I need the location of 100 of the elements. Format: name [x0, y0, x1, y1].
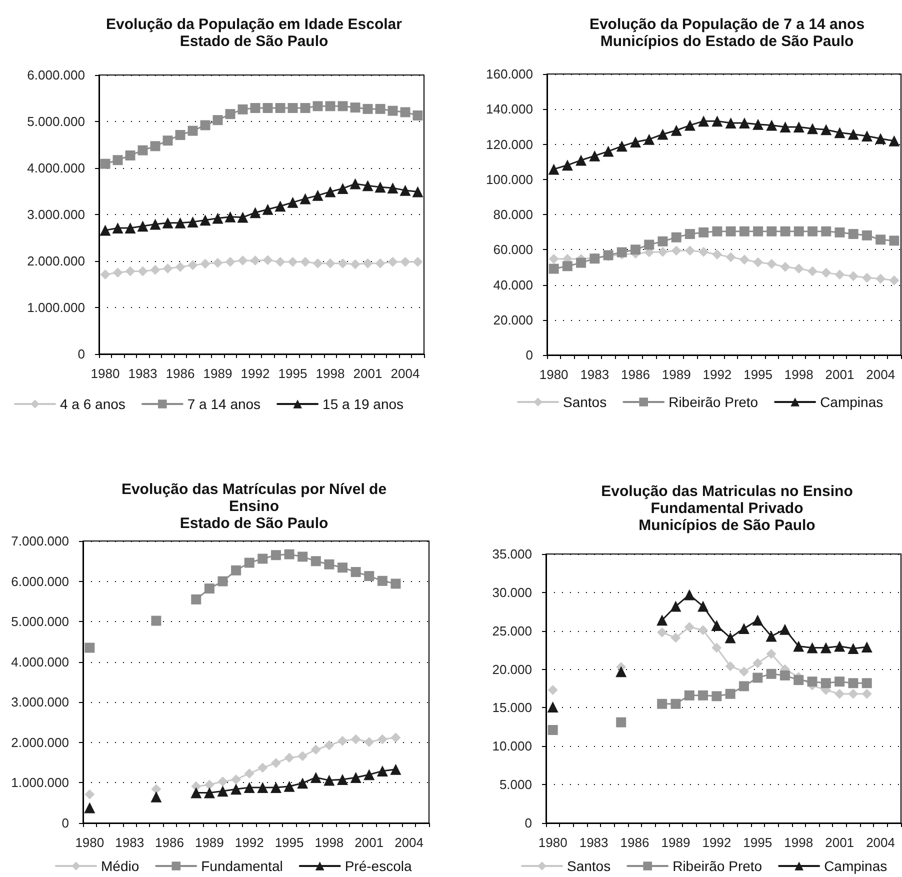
point [262, 103, 273, 114]
x-tick-label: 1995 [743, 835, 772, 850]
point [350, 259, 360, 270]
point [712, 691, 722, 702]
point [188, 126, 198, 136]
x-tick-label: 1986 [621, 367, 650, 382]
point [712, 226, 722, 236]
point [337, 774, 348, 785]
point [162, 136, 173, 146]
point [310, 556, 321, 566]
point [562, 160, 573, 171]
point [739, 226, 750, 236]
point [862, 230, 872, 240]
point [698, 600, 709, 612]
point [616, 247, 627, 258]
point [262, 204, 274, 215]
point [188, 260, 198, 270]
point [200, 120, 210, 130]
y-tick-label: 3.000.000 [27, 207, 85, 222]
point [412, 186, 424, 198]
point [725, 661, 736, 672]
point [338, 101, 348, 112]
point [257, 782, 268, 794]
point [657, 627, 668, 638]
point [889, 275, 900, 286]
point [238, 256, 248, 266]
point [576, 258, 586, 268]
point [297, 778, 308, 789]
y-tick-label: 0 [526, 348, 533, 362]
point [377, 734, 388, 744]
legend-label: Fundamental [201, 858, 283, 874]
point [125, 266, 136, 276]
x-tick-label: 1980 [539, 367, 568, 382]
x-tick-label: 1983 [579, 835, 608, 850]
point [270, 550, 281, 560]
point [753, 257, 764, 268]
legend-label: 15 a 19 anos [322, 396, 404, 412]
x-tick-label: 1989 [203, 366, 232, 381]
point [753, 226, 764, 236]
point [84, 789, 95, 800]
point [250, 207, 261, 218]
point [548, 254, 559, 264]
point [670, 124, 682, 136]
y-tick-label: 140.000 [486, 102, 533, 117]
point [806, 642, 818, 654]
y-tick-label: 20.000 [493, 312, 533, 328]
point [190, 787, 202, 798]
point [258, 762, 268, 773]
y-tick-label: 25.000 [492, 623, 532, 638]
point [390, 764, 402, 775]
point [766, 226, 777, 236]
point [270, 758, 281, 768]
point [388, 256, 398, 267]
x-tick-label: 2004 [866, 367, 896, 382]
point [324, 740, 334, 750]
point [350, 178, 361, 190]
x-tick-label: 1992 [234, 835, 264, 850]
x-tick-label: 1998 [316, 366, 345, 381]
x-tick-label: 1986 [620, 835, 650, 850]
point [364, 769, 375, 780]
y-tick-label: 10.000 [492, 738, 532, 754]
point [738, 681, 749, 692]
point [238, 104, 248, 114]
point [84, 802, 96, 814]
y-tick-label: 20.000 [492, 662, 532, 677]
point [684, 622, 694, 632]
point [766, 258, 777, 269]
point [237, 212, 248, 223]
point [698, 116, 710, 127]
x-tick-label: 1992 [702, 367, 732, 382]
point [274, 200, 286, 212]
point [200, 258, 210, 269]
point [779, 624, 790, 635]
point [362, 104, 373, 114]
y-tick-label: 7.000.000 [11, 534, 69, 548]
point [712, 250, 722, 260]
point [834, 127, 846, 138]
point [376, 766, 388, 777]
point [364, 737, 374, 748]
point [310, 772, 322, 783]
point [298, 552, 308, 562]
point [288, 103, 298, 114]
point [794, 675, 804, 686]
point [312, 258, 323, 268]
y-tick-label: 0 [78, 346, 85, 362]
point [338, 736, 348, 746]
point [362, 258, 373, 268]
x-tick-label: 1980 [75, 835, 104, 850]
point [324, 186, 336, 198]
chart-title: Evolução da População em Idade Escolar Estado de São Paulo [106, 16, 402, 50]
point [834, 227, 845, 238]
point [218, 576, 228, 586]
legend-label: Campinas [824, 858, 888, 874]
point [284, 549, 294, 560]
legend-label: Campinas [820, 394, 884, 410]
y-tick-label: 5.000.000 [27, 114, 85, 129]
point [738, 666, 749, 677]
point [300, 256, 310, 267]
point [712, 116, 723, 127]
x-tick-label: 1989 [661, 835, 690, 850]
